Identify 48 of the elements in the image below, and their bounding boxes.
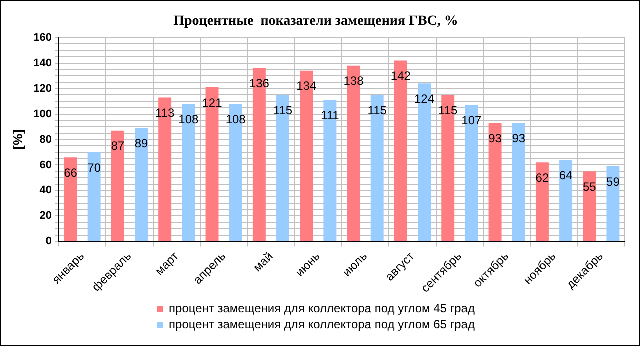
y-tick-label: 80 xyxy=(40,134,52,146)
data-label: 121 xyxy=(202,96,223,110)
bar xyxy=(560,160,573,242)
data-label: 93 xyxy=(488,131,502,146)
y-tick-label: 20 xyxy=(40,210,52,222)
data-label: 115 xyxy=(368,103,388,118)
legend-label: процент замещения для коллектора под углом 45 град xyxy=(169,301,475,316)
data-label: 138 xyxy=(344,74,364,88)
data-label: 66 xyxy=(64,166,78,180)
data-label: 64 xyxy=(559,168,574,182)
data-label: 89 xyxy=(134,136,148,151)
y-tick-label: 160 xyxy=(34,32,52,44)
bar xyxy=(111,130,124,242)
y-tick-label: 40 xyxy=(40,184,52,197)
data-label: 59 xyxy=(606,174,620,189)
y-tick-label: 140 xyxy=(34,57,52,70)
bar xyxy=(324,100,337,242)
data-label: 62 xyxy=(536,170,550,185)
bar xyxy=(64,158,78,242)
bar xyxy=(536,162,549,242)
bar xyxy=(606,166,620,242)
data-label: 107 xyxy=(462,114,482,128)
data-label: 93 xyxy=(512,131,526,146)
bar xyxy=(88,152,101,242)
data-label: 70 xyxy=(88,160,102,175)
y-tick-label: 100 xyxy=(34,108,52,120)
legend-label: процент замещения для коллектора под углом 65 град xyxy=(169,317,475,332)
data-label: 115 xyxy=(273,103,293,118)
data-label: 136 xyxy=(249,76,270,91)
bar xyxy=(135,128,148,242)
chart-title: Процентные показатели замещения ГВС, % xyxy=(174,14,458,30)
y-tick-label: 120 xyxy=(34,82,52,95)
data-label: 113 xyxy=(156,106,175,120)
data-label: 124 xyxy=(414,92,435,106)
data-label: 108 xyxy=(226,112,246,126)
data-label: 55 xyxy=(582,180,597,194)
bar xyxy=(488,123,502,242)
y-axis-title: [%] xyxy=(10,130,26,150)
bar xyxy=(583,172,596,242)
data-label: 87 xyxy=(111,139,125,154)
y-tick-label: 0 xyxy=(46,236,52,248)
data-label: 134 xyxy=(296,79,317,94)
data-label: 142 xyxy=(390,69,412,84)
data-label: 108 xyxy=(178,112,200,126)
data-label: 115 xyxy=(438,103,458,118)
data-label: 111 xyxy=(321,108,340,123)
bar xyxy=(512,123,526,242)
y-tick-label: 60 xyxy=(40,159,52,172)
